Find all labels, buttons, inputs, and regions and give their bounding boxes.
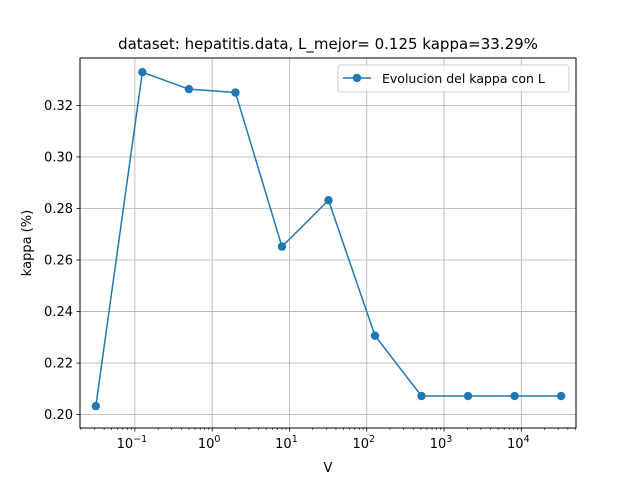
x-tick-label-exponent: 1 [292,434,298,445]
data-point [138,67,147,77]
data-point [324,196,333,205]
data-point [231,88,240,97]
y-tick-label: 0.26 [44,254,73,269]
data-point [417,391,426,401]
x-tick-label-exponent: −1 [133,434,147,445]
x-tick-label: 104 [507,434,530,452]
data-point [91,401,101,411]
plot-frame [79,57,577,429]
data-point [510,391,519,401]
data-point [556,391,566,401]
x-tick-label-base: 10 [430,437,447,452]
y-tick-label: 0.22 [44,357,73,372]
x-tick-label: 10−1 [117,434,148,452]
legend-label: Evolucion del kappa con L [382,71,545,86]
legend-box [337,64,570,93]
x-tick-label-base: 10 [507,437,524,452]
y-axis-label: kappa (%) [20,210,35,276]
x-tick-label-base: 10 [198,437,215,452]
data-point [370,331,380,340]
x-axis-label: V [324,461,333,476]
chart-title: dataset: hepatitis.data, L_mejor= 0.125 … [118,35,538,54]
x-tick-label: 101 [275,434,298,452]
x-tick-label: 103 [430,434,453,452]
legend-marker [352,73,362,83]
x-tick-label: 100 [198,434,221,452]
data-point [184,84,194,94]
y-tick-label: 0.24 [44,305,73,320]
x-tick-label-exponent: 0 [214,434,220,445]
x-tick-label-base: 10 [275,437,292,452]
y-tick-label: 0.28 [44,202,73,217]
series-layer [91,67,566,411]
x-tick-label-base: 10 [117,437,134,452]
y-tick-label: 0.32 [44,99,73,114]
x-tick-label: 102 [352,434,375,452]
x-tick-label-base: 10 [352,437,369,452]
x-tick-label-exponent: 2 [369,434,375,445]
x-tick-label-exponent: 3 [446,434,452,445]
x-tick-label-exponent: 4 [524,434,530,445]
grid [80,58,576,428]
y-tick-label: 0.20 [44,408,73,423]
data-point [463,391,473,401]
y-tick-label: 0.30 [44,150,73,165]
data-point [277,242,287,251]
legend: Evolucion del kappa con L [337,64,570,93]
